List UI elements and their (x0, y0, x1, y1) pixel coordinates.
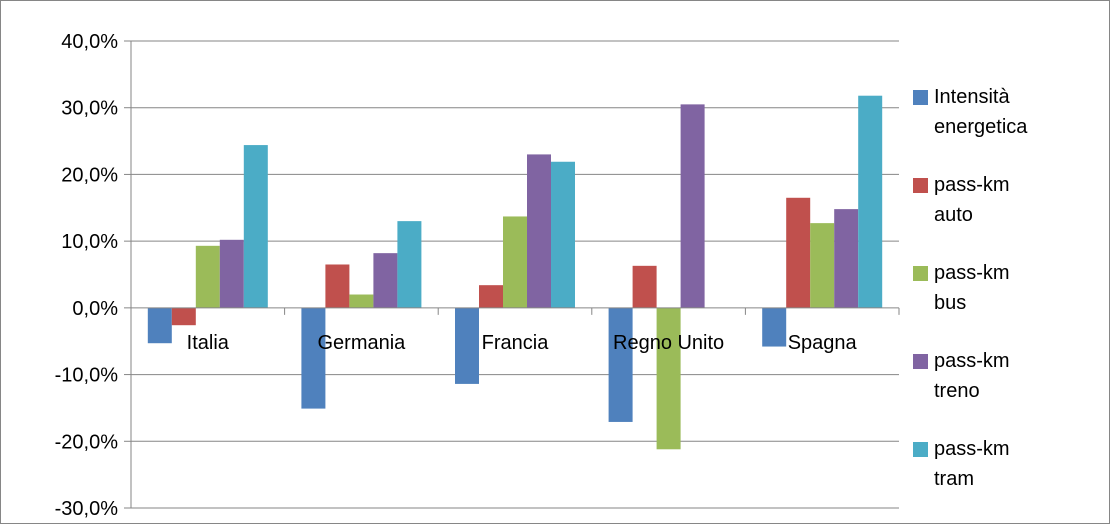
bar (301, 307, 326, 409)
legend-swatch (913, 90, 928, 105)
bar (551, 161, 575, 308)
bar (397, 221, 422, 308)
bar (503, 216, 527, 308)
y-tick-label: -30,0% (55, 498, 119, 520)
bar (810, 223, 835, 308)
bar (858, 95, 883, 308)
category-label: Italia (187, 332, 230, 354)
bar (680, 104, 705, 308)
bar (762, 307, 787, 347)
axes (124, 40, 900, 509)
bar (632, 265, 657, 308)
legend-label: pass-km treno (934, 350, 1010, 402)
bar (455, 307, 479, 384)
bar (349, 294, 374, 308)
bar (479, 285, 503, 308)
bar (325, 264, 350, 308)
bar (147, 307, 172, 344)
y-tick-label: 40,0% (61, 31, 118, 53)
legend-label: pass-km auto (934, 174, 1010, 226)
category-label: Spagna (788, 332, 858, 354)
legend-swatch (913, 442, 928, 457)
axis-labels: 40,0% 30,0% 20,0% 10,0% 0,0% -10,0% -20,0% -30,… (55, 31, 858, 520)
legend-swatch (913, 266, 928, 281)
bar (608, 307, 633, 422)
bar (786, 197, 811, 308)
category-label: Germania (317, 332, 406, 354)
bar (171, 307, 196, 326)
bar (834, 209, 859, 308)
bar (527, 154, 551, 308)
y-tick-label: -20,0% (55, 431, 119, 453)
bar (373, 253, 398, 308)
bar (656, 307, 681, 450)
category-label: Francia (482, 332, 550, 354)
y-tick-label: 20,0% (61, 164, 118, 186)
bar (195, 245, 220, 308)
y-tick-label: -10,0% (55, 365, 119, 387)
bar (243, 145, 268, 308)
legend-swatch (913, 354, 928, 369)
y-tick-label: 0,0% (72, 298, 118, 320)
category-label: Regno Unito (613, 332, 724, 354)
y-tick-label: 10,0% (61, 231, 118, 253)
y-tick-label: 30,0% (61, 98, 118, 120)
legend-label: Intensità energetica (934, 86, 1028, 138)
legend-label: pass-km tram (934, 438, 1010, 490)
legend-swatch (913, 178, 928, 193)
bar (219, 239, 244, 308)
legend-label: pass-km bus (934, 262, 1010, 314)
legend: Intensità energetica pass-km auto pass-km bus… (913, 86, 1028, 490)
bars (147, 95, 883, 450)
